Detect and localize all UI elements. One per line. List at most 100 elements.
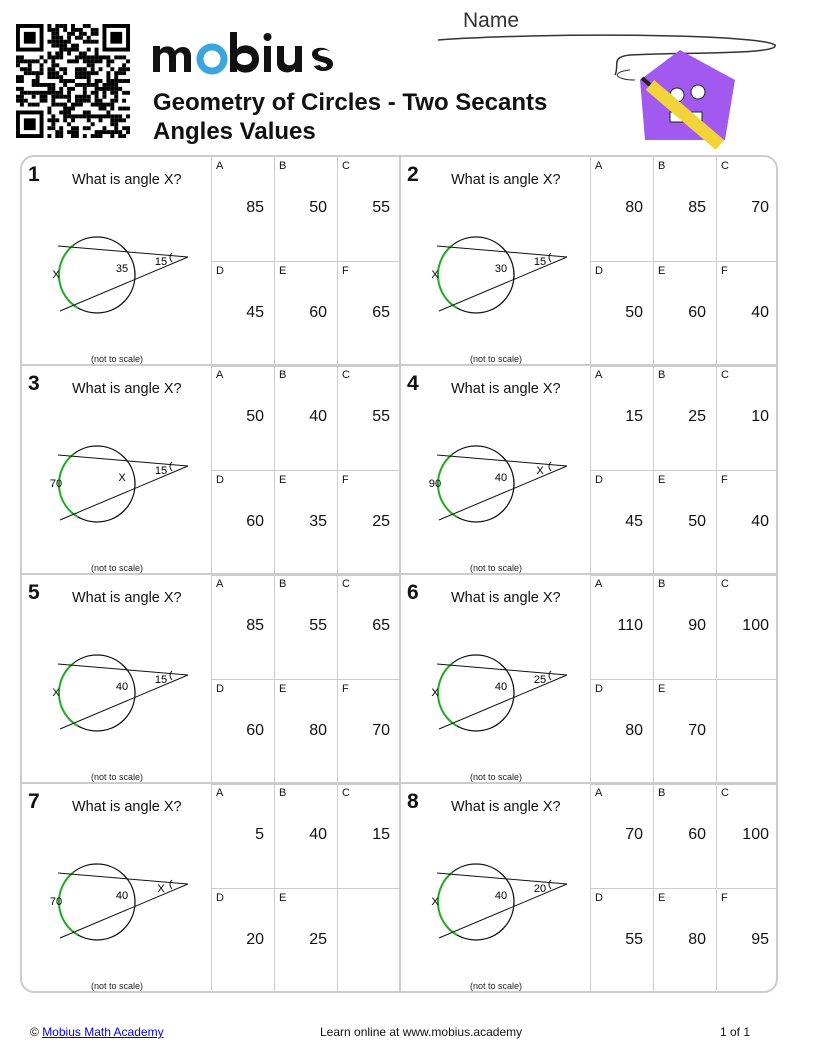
choice-d[interactable]: D 80 bbox=[591, 680, 654, 785]
choice-value: 95 bbox=[751, 931, 769, 948]
choice-f[interactable]: F 70 bbox=[338, 680, 401, 785]
question-text: What is angle X? bbox=[451, 172, 561, 188]
choice-letter: F bbox=[342, 474, 349, 486]
choice-value: 80 bbox=[625, 199, 643, 216]
secant-bottom bbox=[438, 256, 568, 312]
question-text: What is angle X? bbox=[72, 590, 182, 606]
choice-b[interactable]: B 25 bbox=[654, 366, 717, 471]
choice-b[interactable]: B 40 bbox=[275, 366, 338, 471]
answer-choices: A 85 B 55 C 65 D 60 E 80 F 70 bbox=[211, 575, 402, 785]
choice-a[interactable]: A 15 bbox=[591, 366, 654, 471]
choice-letter: F bbox=[721, 474, 728, 486]
problem-8: 8 What is angle X? X 40 20 (not to scale… bbox=[401, 784, 776, 991]
choice-d[interactable]: D 55 bbox=[591, 889, 654, 991]
choice-d[interactable]: D 20 bbox=[212, 889, 275, 991]
choice-b[interactable]: B 40 bbox=[275, 784, 338, 889]
choice-b[interactable]: B 90 bbox=[654, 575, 717, 680]
choice-c[interactable]: C 55 bbox=[338, 366, 401, 471]
choice-a[interactable]: A 80 bbox=[591, 157, 654, 262]
choice-value: 55 bbox=[372, 408, 390, 425]
choice-c[interactable]: C 70 bbox=[717, 157, 776, 262]
choice-a[interactable]: A 85 bbox=[212, 157, 275, 262]
choice-c[interactable]: C 10 bbox=[717, 366, 776, 471]
choice-value: 65 bbox=[372, 304, 390, 321]
choice-c[interactable]: C 100 bbox=[717, 575, 776, 680]
choice-value: 110 bbox=[617, 617, 643, 634]
choice-letter: A bbox=[216, 578, 224, 590]
choice-b[interactable]: B 60 bbox=[654, 784, 717, 889]
choice-letter: A bbox=[595, 787, 603, 799]
choice-e[interactable]: E 60 bbox=[275, 262, 338, 367]
choice-value: 80 bbox=[625, 722, 643, 739]
choice-a[interactable]: A 50 bbox=[212, 366, 275, 471]
choice-value: 60 bbox=[246, 722, 264, 739]
choice-f[interactable]: F 25 bbox=[338, 471, 401, 576]
choice-b[interactable]: B 50 bbox=[275, 157, 338, 262]
intercepted-arc bbox=[57, 871, 79, 936]
problem-number: 1 bbox=[28, 163, 40, 186]
choice-d[interactable]: D 50 bbox=[591, 262, 654, 367]
secant-top bbox=[57, 245, 189, 258]
choice-d[interactable]: D 45 bbox=[212, 262, 275, 367]
problem-2: 2 What is angle X? X 30 15 (not to scale… bbox=[401, 157, 776, 367]
problem-number: 3 bbox=[28, 372, 40, 395]
choice-value: 70 bbox=[751, 199, 769, 216]
choice-d[interactable]: D 60 bbox=[212, 680, 275, 785]
problem-6: 6 What is angle X? X 40 25 (not to scale… bbox=[401, 575, 776, 785]
choice-value: 60 bbox=[246, 513, 264, 530]
choice-e[interactable]: E 80 bbox=[654, 889, 717, 991]
choice-value: 100 bbox=[742, 617, 769, 634]
not-to-scale-note: (not to scale) bbox=[469, 772, 523, 782]
answer-choices: A 80 B 85 C 70 D 50 E 60 F 40 bbox=[590, 157, 776, 367]
angle-mark bbox=[169, 879, 173, 890]
footer-copyright: © Mobius Math Academy bbox=[30, 1025, 164, 1039]
choice-c[interactable]: C 65 bbox=[338, 575, 401, 680]
label-near-arc: 30 bbox=[495, 263, 507, 275]
choice-f[interactable]: F 40 bbox=[717, 471, 776, 576]
secant-top bbox=[57, 663, 189, 676]
choice-f[interactable]: F 40 bbox=[717, 262, 776, 367]
choice-a[interactable]: A 85 bbox=[212, 575, 275, 680]
choice-e[interactable]: E 80 bbox=[275, 680, 338, 785]
choice-f[interactable]: F 95 bbox=[717, 889, 776, 991]
choice-d[interactable]: D 45 bbox=[591, 471, 654, 576]
mobius-link[interactable]: Mobius Math Academy bbox=[42, 1025, 164, 1039]
choice-value: 60 bbox=[309, 304, 327, 321]
question-text: What is angle X? bbox=[451, 381, 561, 397]
label-near-arc: 40 bbox=[116, 681, 128, 693]
choice-value: 40 bbox=[309, 826, 327, 843]
intercepted-arc bbox=[57, 453, 79, 518]
choice-value: 70 bbox=[688, 722, 706, 739]
choice-c[interactable]: C 15 bbox=[338, 784, 401, 889]
choice-e[interactable]: E 70 bbox=[654, 680, 717, 785]
choice-letter: E bbox=[658, 265, 666, 277]
choice-f[interactable]: F 65 bbox=[338, 262, 401, 367]
not-to-scale-note: (not to scale) bbox=[90, 981, 144, 991]
choice-value: 25 bbox=[372, 513, 390, 530]
choice-c[interactable]: C 55 bbox=[338, 157, 401, 262]
not-to-scale-note: (not to scale) bbox=[469, 563, 523, 573]
choice-value: 55 bbox=[309, 617, 327, 634]
choice-c[interactable]: C 100 bbox=[717, 784, 776, 889]
choice-letter: B bbox=[279, 578, 287, 590]
secant-top bbox=[436, 454, 568, 467]
choice-e[interactable]: E 35 bbox=[275, 471, 338, 576]
choice-a[interactable]: A 70 bbox=[591, 784, 654, 889]
choice-b[interactable]: B 55 bbox=[275, 575, 338, 680]
label-near-arc: 40 bbox=[495, 681, 507, 693]
choice-e[interactable]: E 60 bbox=[654, 262, 717, 367]
choice-d[interactable]: D 60 bbox=[212, 471, 275, 576]
choice-letter: D bbox=[595, 265, 603, 277]
choice-value: 85 bbox=[246, 617, 264, 634]
choice-b[interactable]: B 85 bbox=[654, 157, 717, 262]
choice-a[interactable]: A 110 bbox=[591, 575, 654, 680]
secant-bottom bbox=[438, 674, 568, 730]
title-line-2: Angles Values bbox=[153, 118, 316, 145]
choice-letter: A bbox=[216, 160, 224, 172]
label-far-arc: 70 bbox=[50, 896, 62, 908]
choice-value: 45 bbox=[625, 513, 643, 530]
choice-e[interactable]: E 25 bbox=[275, 889, 338, 991]
choice-e[interactable]: E 50 bbox=[654, 471, 717, 576]
choice-value: 50 bbox=[309, 199, 327, 216]
